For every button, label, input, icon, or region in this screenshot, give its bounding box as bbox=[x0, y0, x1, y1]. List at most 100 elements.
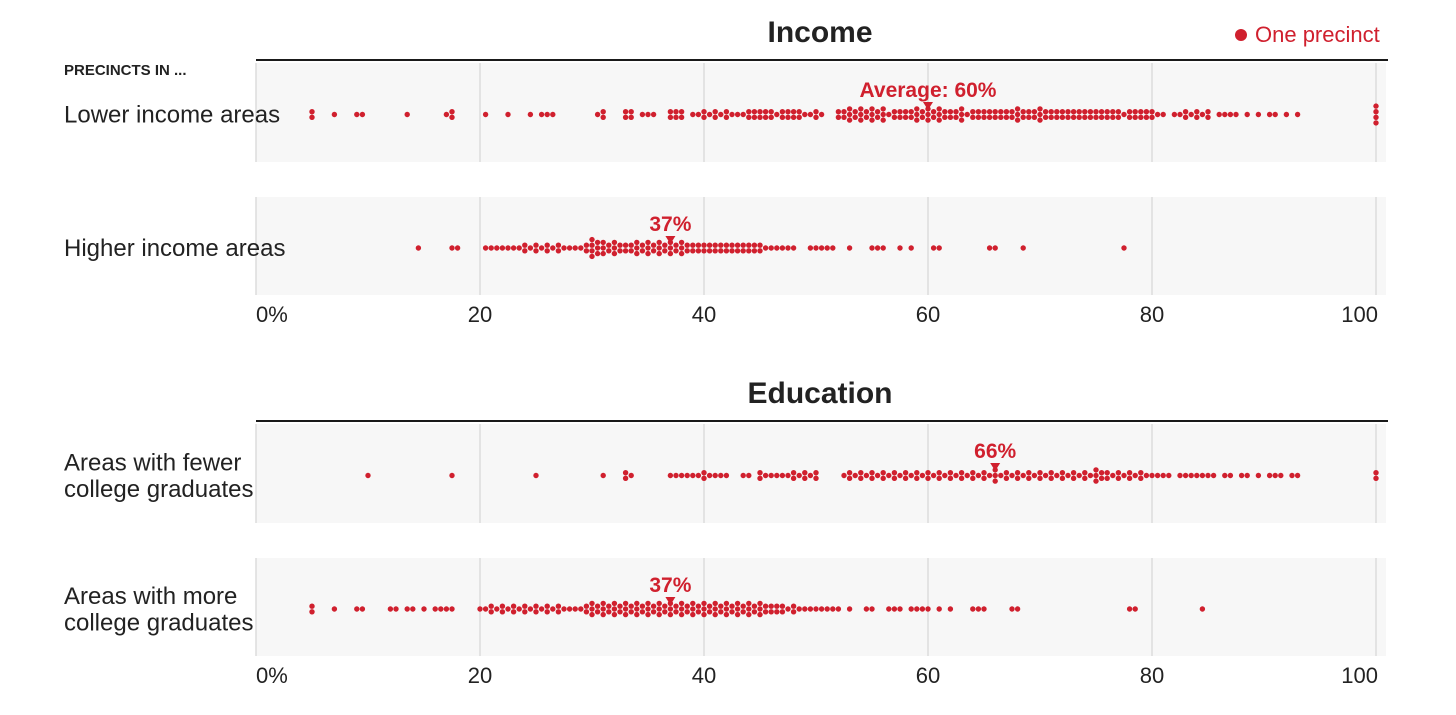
precinct-dot bbox=[1149, 114, 1155, 121]
precinct-dot bbox=[494, 245, 500, 251]
precinct-dot bbox=[1093, 109, 1099, 115]
precinct-dot bbox=[712, 472, 718, 479]
precinct-dot bbox=[1104, 470, 1110, 476]
precinct-dot bbox=[930, 245, 937, 251]
precinct-dot bbox=[650, 242, 657, 248]
precinct-dot bbox=[667, 114, 674, 121]
precinct-dot bbox=[902, 470, 909, 476]
precinct-dot bbox=[600, 606, 606, 612]
precinct-dot bbox=[846, 606, 853, 612]
precinct-dot bbox=[880, 106, 886, 112]
precinct-dot bbox=[785, 245, 791, 251]
precinct-dot bbox=[1132, 472, 1138, 479]
precinct-dot bbox=[544, 111, 550, 118]
precinct-dot bbox=[1042, 109, 1049, 115]
tick-label: 20 bbox=[468, 302, 492, 327]
precinct-dot bbox=[639, 603, 646, 609]
precinct-dot bbox=[740, 603, 746, 609]
precinct-dot bbox=[986, 114, 993, 121]
precinct-dot bbox=[544, 242, 550, 248]
precinct-dot bbox=[404, 111, 410, 118]
panel-background bbox=[256, 424, 1386, 523]
tick-label: 0% bbox=[256, 302, 288, 327]
precinct-dot bbox=[718, 248, 724, 254]
precinct-dot bbox=[925, 475, 931, 481]
precinct-dot bbox=[886, 111, 892, 118]
precinct-dot bbox=[650, 609, 657, 615]
precinct-dot bbox=[583, 248, 590, 254]
precinct-dot bbox=[729, 609, 735, 615]
average-label: 37% bbox=[649, 213, 691, 236]
precinct-dot bbox=[1149, 472, 1155, 479]
precinct-dot bbox=[1216, 111, 1222, 118]
precinct-dot bbox=[785, 114, 791, 121]
precinct-dot bbox=[606, 609, 612, 615]
precinct-dot bbox=[1087, 109, 1094, 115]
precinct-dot bbox=[1037, 106, 1043, 112]
row-label: Higher income areas bbox=[64, 235, 285, 262]
precinct-dot bbox=[1238, 472, 1245, 479]
precinct-dot bbox=[678, 245, 685, 251]
precinct-dot bbox=[365, 472, 371, 479]
precinct-dot bbox=[538, 245, 545, 251]
precinct-dot bbox=[779, 472, 786, 479]
precinct-dot bbox=[807, 245, 814, 251]
precinct-dot bbox=[656, 239, 662, 246]
tick-label: 60 bbox=[916, 663, 940, 688]
precinct-dot bbox=[1048, 475, 1054, 481]
precinct-dot bbox=[981, 114, 987, 121]
precinct-dot bbox=[768, 109, 774, 115]
precinct-dot bbox=[690, 242, 696, 248]
precinct-dot bbox=[695, 111, 702, 118]
precinct-dot bbox=[790, 475, 797, 481]
precinct-dot bbox=[880, 470, 886, 476]
precinct-dot bbox=[594, 239, 601, 246]
precinct-dot bbox=[622, 248, 629, 254]
precinct-dot bbox=[309, 609, 315, 615]
precinct-dot bbox=[706, 609, 713, 615]
precinct-dot bbox=[695, 248, 702, 254]
precinct-dot bbox=[1115, 114, 1122, 121]
precinct-dot bbox=[1126, 109, 1133, 115]
precinct-dot bbox=[830, 245, 836, 251]
precinct-dot bbox=[1373, 470, 1379, 476]
row-label: Areas with fewer college graduates bbox=[64, 449, 253, 503]
average-label: 37% bbox=[649, 574, 691, 597]
precinct-dot bbox=[438, 606, 444, 612]
precinct-dot bbox=[645, 250, 651, 257]
precinct-dot bbox=[880, 475, 886, 481]
precinct-dot bbox=[331, 606, 338, 612]
precinct-dot bbox=[734, 111, 741, 118]
legend-label: One precinct bbox=[1255, 22, 1380, 47]
precinct-dot bbox=[1014, 111, 1021, 118]
precinct-dot bbox=[589, 606, 595, 612]
precinct-dot bbox=[1132, 606, 1138, 612]
precinct-dot bbox=[958, 470, 965, 476]
precinct-dot bbox=[897, 472, 903, 479]
precinct-dot bbox=[975, 606, 982, 612]
precinct-dot bbox=[516, 606, 522, 612]
precinct-dot bbox=[1138, 475, 1144, 481]
precinct-dot bbox=[701, 600, 707, 607]
precinct-dot bbox=[757, 600, 763, 607]
precinct-dot bbox=[1138, 109, 1144, 115]
precinct-dot bbox=[1104, 475, 1110, 481]
precinct-dot bbox=[454, 245, 461, 251]
precinct-dot bbox=[807, 472, 814, 479]
precinct-dot bbox=[790, 603, 797, 609]
precinct-dot bbox=[1115, 109, 1122, 115]
precinct-dot bbox=[589, 236, 595, 243]
precinct-dot bbox=[611, 611, 618, 618]
precinct-dot bbox=[1110, 109, 1116, 115]
precinct-dot bbox=[678, 250, 685, 257]
precinct-dot bbox=[729, 242, 735, 248]
precinct-dot bbox=[690, 606, 696, 612]
precinct-dot bbox=[1070, 114, 1077, 121]
precinct-dot bbox=[863, 109, 870, 115]
precinct-dot bbox=[684, 472, 690, 479]
precinct-dot bbox=[908, 472, 914, 479]
precinct-dot bbox=[639, 248, 646, 254]
precinct-dot bbox=[768, 603, 774, 609]
precinct-dot bbox=[645, 611, 651, 618]
chart-title: Income bbox=[767, 16, 872, 49]
